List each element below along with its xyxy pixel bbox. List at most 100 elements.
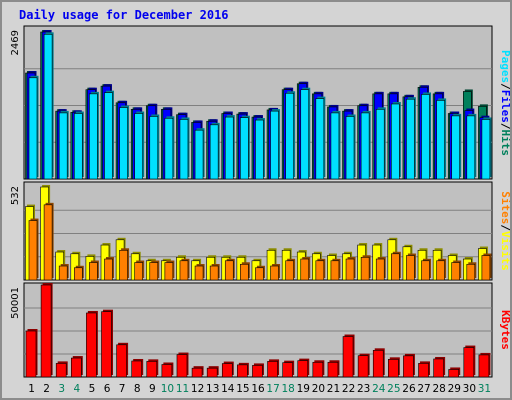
day-label-22: 22 bbox=[342, 383, 355, 395]
bar-sites-day-4 bbox=[73, 265, 84, 281]
legend-entry-0: KBytes bbox=[499, 310, 510, 350]
bar-kbytes-day-13 bbox=[206, 366, 219, 378]
bar-pages-day-21 bbox=[330, 110, 341, 180]
legend-entry-2: Visits bbox=[499, 231, 510, 271]
legend-kbytes: KBytes bbox=[499, 310, 510, 350]
bar-sites-day-20 bbox=[315, 258, 326, 281]
day-label-23: 23 bbox=[357, 383, 370, 395]
bar-sites-day-6 bbox=[104, 257, 114, 281]
day-label-9: 9 bbox=[149, 383, 156, 395]
bar-sites-day-18 bbox=[285, 258, 296, 281]
bar-kbytes-day-5 bbox=[86, 310, 98, 378]
bar-pages-day-25 bbox=[391, 101, 401, 180]
day-label-15: 15 bbox=[236, 383, 249, 395]
chart-title: Daily usage for December 2016 bbox=[19, 8, 229, 22]
bar-kbytes-day-8 bbox=[131, 358, 144, 378]
bar-sites-day-1 bbox=[28, 218, 39, 281]
bar-kbytes-day-3 bbox=[55, 361, 68, 378]
bar-sites-day-31 bbox=[481, 253, 492, 281]
bar-sites-day-17 bbox=[270, 264, 281, 281]
day-label-2: 2 bbox=[43, 383, 50, 395]
day-label-8: 8 bbox=[134, 383, 141, 395]
bar-pages-day-20 bbox=[315, 96, 326, 180]
bar-sites-day-27 bbox=[421, 258, 432, 281]
bar-kbytes-day-2 bbox=[40, 283, 53, 378]
day-label-31: 31 bbox=[478, 383, 491, 395]
bar-sites-day-3 bbox=[58, 264, 69, 281]
legend-entry-3: / bbox=[499, 123, 510, 130]
bar-sites-day-10 bbox=[164, 260, 175, 281]
bar-sites-day-11 bbox=[179, 258, 190, 281]
bar-sites-day-19 bbox=[300, 257, 311, 281]
day-label-6: 6 bbox=[104, 383, 111, 395]
day-label-7: 7 bbox=[119, 383, 126, 395]
bar-kbytes-day-22 bbox=[342, 334, 355, 378]
bar-pages-day-7 bbox=[119, 105, 130, 180]
bar-kbytes-day-9 bbox=[146, 359, 159, 378]
day-label-18: 18 bbox=[282, 383, 295, 395]
bar-pages-day-14 bbox=[224, 115, 235, 180]
bar-sites-day-13 bbox=[209, 264, 220, 281]
bar-kbytes-day-29 bbox=[448, 367, 461, 378]
bar-kbytes-day-10 bbox=[161, 362, 174, 378]
day-label-13: 13 bbox=[206, 383, 219, 395]
bar-sites-day-22 bbox=[345, 257, 356, 281]
day-label-5: 5 bbox=[89, 383, 96, 395]
legend-entry-1: / bbox=[499, 83, 510, 90]
bar-kbytes-day-14 bbox=[221, 361, 234, 378]
axis-max-label: 2469 bbox=[10, 30, 21, 55]
day-label-17: 17 bbox=[266, 383, 279, 395]
bar-sites-day-30 bbox=[466, 262, 477, 281]
legend-entry-0: Pages bbox=[499, 50, 510, 83]
bar-kbytes-day-31 bbox=[478, 352, 491, 378]
bar-kbytes-day-30 bbox=[463, 345, 476, 378]
bar-sites-day-28 bbox=[436, 258, 447, 281]
day-label-16: 16 bbox=[251, 383, 265, 395]
bar-pages-day-26 bbox=[406, 97, 416, 180]
bar-kbytes-day-17 bbox=[267, 359, 280, 378]
bar-sites-day-25 bbox=[391, 251, 401, 281]
bar-kbytes-day-26 bbox=[403, 353, 415, 378]
panel-visits-sites: 532 Sites/Visits bbox=[10, 181, 510, 281]
legend-entry-2: Files bbox=[499, 90, 510, 123]
axis-max-label: 50001 bbox=[10, 287, 21, 319]
day-label-25: 25 bbox=[387, 383, 400, 395]
bar-sites-day-2 bbox=[43, 202, 54, 281]
legend-entry-4: Hits bbox=[499, 130, 510, 157]
bar-pages-day-9 bbox=[149, 114, 160, 180]
day-label-30: 30 bbox=[463, 383, 476, 395]
bar-sites-day-29 bbox=[451, 260, 462, 281]
bar-pages-day-6 bbox=[104, 90, 114, 180]
day-label-10: 10 bbox=[161, 383, 174, 395]
bar-pages-day-1 bbox=[28, 75, 39, 180]
bar-sites-day-7 bbox=[119, 248, 130, 281]
day-label-24: 24 bbox=[372, 383, 386, 395]
bar-kbytes-day-21 bbox=[327, 360, 340, 378]
day-label-20: 20 bbox=[312, 383, 325, 395]
bar-pages-day-23 bbox=[360, 110, 371, 180]
bar-sites-day-16 bbox=[255, 265, 265, 281]
bar-pages-day-18 bbox=[285, 91, 296, 180]
bar-pages-day-22 bbox=[345, 114, 356, 180]
day-label-12: 12 bbox=[191, 383, 204, 395]
bar-sites-day-8 bbox=[134, 260, 145, 281]
bar-pages-day-19 bbox=[300, 87, 311, 180]
bar-sites-day-24 bbox=[375, 257, 386, 281]
day-label-27: 27 bbox=[417, 383, 430, 395]
bar-kbytes-day-19 bbox=[297, 358, 310, 378]
bar-pages-day-17 bbox=[270, 109, 281, 180]
day-label-29: 29 bbox=[448, 383, 461, 395]
legend-entry-0: Sites bbox=[499, 191, 510, 224]
day-label-11: 11 bbox=[176, 383, 189, 395]
bar-kbytes-day-23 bbox=[357, 353, 370, 378]
day-label-14: 14 bbox=[221, 383, 235, 395]
legend-visits-sites: Sites/Visits bbox=[499, 191, 510, 271]
bar-sites-day-23 bbox=[360, 255, 371, 281]
bar-pages-day-11 bbox=[179, 117, 190, 180]
day-label-19: 19 bbox=[297, 383, 310, 395]
bar-pages-day-12 bbox=[194, 128, 205, 180]
bar-kbytes-day-1 bbox=[25, 329, 38, 378]
